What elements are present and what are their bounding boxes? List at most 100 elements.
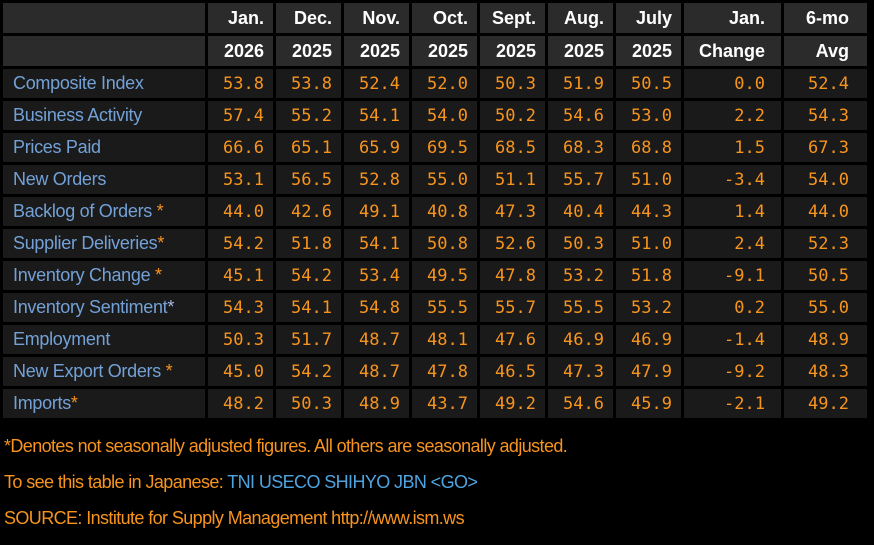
value-cell: 42.6 [276, 197, 341, 226]
value-cell: 46.9 [616, 325, 681, 354]
value-cell: -9.2 [684, 357, 781, 386]
value-cell: 44.3 [616, 197, 681, 226]
value-cell: 54.1 [344, 101, 409, 130]
ism-data-table: Jan. Dec. Nov. Oct. Sept. Aug. July Jan. 6-mo 20… [3, 3, 867, 418]
table-row: Imports* 48.2 50.3 48.9 43.7 49.2 54.6 45.9 -2.1… [3, 389, 867, 418]
source-line: SOURCE: Institute for Supply Management … [4, 508, 465, 528]
value-cell: 53.2 [548, 261, 613, 290]
value-cell: 47.6 [480, 325, 545, 354]
row-label-text: Inventory Change [13, 265, 151, 285]
row-label: Imports* [3, 389, 205, 418]
value-cell: 0.2 [684, 293, 781, 322]
value-cell: 45.9 [616, 389, 681, 418]
value-cell: 50.3 [480, 69, 545, 98]
value-cell: 48.1 [412, 325, 477, 354]
value-cell: 56.5 [276, 165, 341, 194]
value-cell: 65.9 [344, 133, 409, 162]
header-cell-blank [3, 3, 205, 33]
row-label-text: Supplier Deliveries [13, 233, 158, 253]
row-label-text: Backlog of Orders [13, 201, 152, 221]
value-cell: 49.1 [344, 197, 409, 226]
value-cell: 51.0 [616, 229, 681, 258]
row-label-text: New Export Orders [13, 361, 161, 381]
header-cell: 2025 [480, 36, 545, 66]
header-cell: 6-mo [784, 3, 867, 33]
value-cell: 49.2 [784, 389, 867, 418]
japanese-table-command[interactable]: TNI USECO SHIHYO JBN <GO> [227, 472, 478, 492]
value-cell: 46.9 [548, 325, 613, 354]
row-label-text: Composite Index [13, 73, 144, 93]
row-label-text: Employment [13, 329, 111, 349]
row-label: Supplier Deliveries* [3, 229, 205, 258]
value-cell: 54.0 [784, 165, 867, 194]
value-cell: 66.6 [208, 133, 273, 162]
value-cell: 52.0 [412, 69, 477, 98]
row-label-text: Inventory Sentiment [13, 297, 168, 317]
value-cell: 68.5 [480, 133, 545, 162]
value-cell: 2.4 [684, 229, 781, 258]
value-cell: 55.5 [548, 293, 613, 322]
row-label-text: Imports [13, 393, 71, 413]
value-cell: 54.8 [344, 293, 409, 322]
header-cell: Sept. [480, 3, 545, 33]
value-cell: 57.4 [208, 101, 273, 130]
header-cell: 2026 [208, 36, 273, 66]
value-cell: 51.8 [276, 229, 341, 258]
value-cell: 52.3 [784, 229, 867, 258]
row-label-text: Prices Paid [13, 137, 101, 157]
header-cell: Jan. [208, 3, 273, 33]
value-cell: 53.8 [276, 69, 341, 98]
value-cell: 47.8 [412, 357, 477, 386]
value-cell: 54.2 [276, 357, 341, 386]
header-cell: Jan. [684, 3, 781, 33]
value-cell: 47.9 [616, 357, 681, 386]
row-label: New Orders [3, 165, 205, 194]
value-cell: 40.4 [548, 197, 613, 226]
value-cell: 2.2 [684, 101, 781, 130]
value-cell: 54.2 [276, 261, 341, 290]
value-cell: 55.5 [412, 293, 477, 322]
header-cell: 2025 [548, 36, 613, 66]
value-cell: 54.6 [548, 101, 613, 130]
value-cell: 0.0 [684, 69, 781, 98]
value-cell: 51.0 [616, 165, 681, 194]
value-cell: 52.6 [480, 229, 545, 258]
value-cell: 50.2 [480, 101, 545, 130]
not-seasonally-adjusted-asterisk: * [150, 265, 162, 285]
table-row: New Orders 53.1 56.5 52.8 55.0 51.1 55.7 51.0 -3… [3, 165, 867, 194]
row-label-text: Business Activity [13, 105, 142, 125]
value-cell: 55.2 [276, 101, 341, 130]
header-cell: 2025 [616, 36, 681, 66]
value-cell: 48.9 [784, 325, 867, 354]
table-row: Employment 50.3 51.7 48.7 48.1 47.6 46.9 46.9 -1… [3, 325, 867, 354]
value-cell: 54.1 [276, 293, 341, 322]
table-row: Inventory Sentiment* 54.3 54.1 54.8 55.5 55.7… [3, 293, 867, 322]
value-cell: 54.1 [344, 229, 409, 258]
value-cell: 51.7 [276, 325, 341, 354]
value-cell: -9.1 [684, 261, 781, 290]
value-cell: 55.0 [412, 165, 477, 194]
value-cell: 48.9 [344, 389, 409, 418]
value-cell: 47.8 [480, 261, 545, 290]
value-cell: 53.8 [208, 69, 273, 98]
value-cell: 40.8 [412, 197, 477, 226]
row-label: Composite Index [3, 69, 205, 98]
value-cell: 52.4 [344, 69, 409, 98]
value-cell: 48.2 [208, 389, 273, 418]
value-cell: 49.2 [480, 389, 545, 418]
header-cell: 2025 [412, 36, 477, 66]
value-cell: 65.1 [276, 133, 341, 162]
value-cell: 68.8 [616, 133, 681, 162]
value-cell: 55.7 [548, 165, 613, 194]
row-label: Backlog of Orders * [3, 197, 205, 226]
value-cell: -2.1 [684, 389, 781, 418]
footnotes: *Denotes not seasonally adjusted figures… [4, 436, 874, 529]
value-cell: 43.7 [412, 389, 477, 418]
not-seasonally-adjusted-asterisk: * [70, 393, 78, 413]
value-cell: 49.5 [412, 261, 477, 290]
not-seasonally-adjusted-asterisk: * [160, 361, 173, 381]
value-cell: 53.1 [208, 165, 273, 194]
value-cell: 54.3 [784, 101, 867, 130]
row-label: Employment [3, 325, 205, 354]
value-cell: 45.0 [208, 357, 273, 386]
